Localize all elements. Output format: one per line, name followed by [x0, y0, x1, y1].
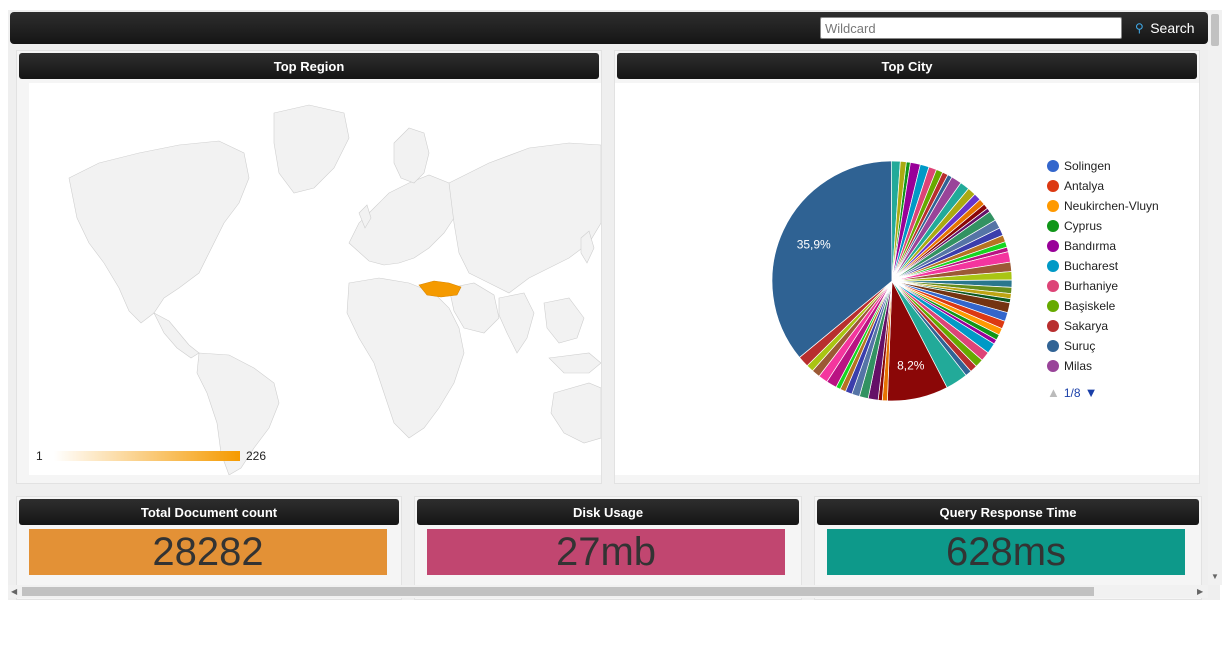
scroll-right-arrow-icon[interactable]: ▶ — [1197, 587, 1204, 596]
legend-dot-icon — [1047, 360, 1059, 372]
legend-dot-icon — [1047, 200, 1059, 212]
legend-item[interactable]: Milas — [1047, 357, 1092, 375]
map-legend-min: 1 — [36, 449, 43, 463]
pager-up-icon[interactable]: ▲ — [1047, 385, 1060, 400]
pie-slice-label: 8,2% — [897, 358, 925, 372]
city-chart-area: 8,2% 35,9% Solingen Antalya Neukirchen-Vluy… — [615, 83, 1199, 475]
legend-item[interactable]: Solingen — [1047, 157, 1111, 175]
horizontal-scrollbar[interactable]: ◀ ▶ — [8, 585, 1208, 598]
world-map[interactable]: 1 226 — [29, 83, 601, 475]
disk-usage-panel: Disk Usage 27mb — [414, 496, 802, 600]
pie-slice[interactable] — [891, 160, 907, 282]
dashboard-frame: ⚲ Search Top Region — [8, 10, 1220, 600]
legend-label: Başiskele — [1064, 299, 1116, 313]
legend-dot-icon — [1047, 160, 1059, 172]
horizontal-scrollbar-thumb[interactable] — [22, 587, 1094, 596]
search-button[interactable]: ⚲ Search — [1126, 17, 1204, 39]
pie-slice-label: 35,9% — [797, 237, 831, 251]
city-pie-chart[interactable]: 8,2% 35,9% — [615, 83, 1199, 475]
legend-dot-icon — [1047, 280, 1059, 292]
legend-dot-icon — [1047, 220, 1059, 232]
legend-label: Bandırma — [1064, 239, 1117, 253]
map-legend-gradient — [54, 451, 240, 461]
legend-dot-icon — [1047, 340, 1059, 352]
legend-item[interactable]: Neukirchen-Vluyn — [1047, 197, 1159, 215]
map-legend-max: 226 — [246, 449, 267, 463]
vertical-scrollbar-thumb[interactable] — [1211, 14, 1219, 46]
legend-label: Burhaniye — [1064, 279, 1119, 293]
top-region-panel: Top Region — [16, 50, 602, 484]
panel-title: Top Region — [19, 53, 599, 79]
search-button-label: Search — [1150, 20, 1195, 36]
legend-dot-icon — [1047, 300, 1059, 312]
legend-label: Solingen — [1064, 159, 1111, 173]
top-city-panel: Top City 8,2% 35,9% Solingen Antalya Neukir… — [614, 50, 1200, 484]
top-toolbar: ⚲ Search — [10, 12, 1208, 44]
legend-dot-icon — [1047, 320, 1059, 332]
legend-dot-icon — [1047, 180, 1059, 192]
pie-slice[interactable] — [771, 160, 893, 358]
panel-title: Top City — [617, 53, 1197, 79]
panel-title: Total Document count — [19, 499, 399, 525]
legend-item[interactable]: Sakarya — [1047, 317, 1108, 335]
search-icon: ⚲ — [1135, 21, 1145, 35]
legend-item[interactable]: Bandırma — [1047, 237, 1116, 255]
pie-legend: Solingen Antalya Neukirchen-Vluyn Cyprus Ban… — [1047, 157, 1197, 397]
legend-label: Neukirchen-Vluyn — [1064, 199, 1159, 213]
query-time-value: 628ms — [827, 529, 1185, 575]
legend-label: Milas — [1064, 359, 1093, 373]
query-response-time-panel: Query Response Time 628ms — [814, 496, 1202, 600]
panel-title: Query Response Time — [817, 499, 1199, 525]
pager-label: 1/8 — [1063, 385, 1081, 400]
scroll-left-arrow-icon[interactable]: ◀ — [11, 587, 18, 596]
legend-label: Antalya — [1064, 179, 1105, 193]
vertical-scrollbar[interactable]: ▼ — [1208, 10, 1222, 585]
legend-item[interactable]: Bucharest — [1047, 257, 1118, 275]
total-document-count-panel: Total Document count 28282 — [16, 496, 402, 600]
legend-item[interactable]: Burhaniye — [1047, 277, 1118, 295]
document-count-value: 28282 — [29, 529, 387, 575]
legend-label: Suruç — [1064, 339, 1096, 353]
disk-usage-value: 27mb — [427, 529, 785, 575]
pager-down-icon[interactable]: ▼ — [1084, 385, 1098, 400]
legend-item[interactable]: Antalya — [1047, 177, 1104, 195]
world-map-svg — [54, 104, 601, 475]
legend-dot-icon — [1047, 260, 1059, 272]
legend-pager: ▲ 1/8 ▼ — [1047, 385, 1097, 400]
panel-title: Disk Usage — [417, 499, 799, 525]
legend-item[interactable]: Cyprus — [1047, 217, 1102, 235]
search-input[interactable] — [820, 17, 1122, 39]
legend-label: Sakarya — [1064, 319, 1109, 333]
scroll-down-arrow-icon[interactable]: ▼ — [1211, 572, 1219, 581]
legend-dot-icon — [1047, 240, 1059, 252]
legend-item[interactable]: Suruç — [1047, 337, 1095, 355]
legend-label: Cyprus — [1064, 219, 1103, 233]
legend-label: Bucharest — [1064, 259, 1119, 273]
turkey-region[interactable] — [418, 280, 462, 298]
legend-item[interactable]: Başiskele — [1047, 297, 1115, 315]
